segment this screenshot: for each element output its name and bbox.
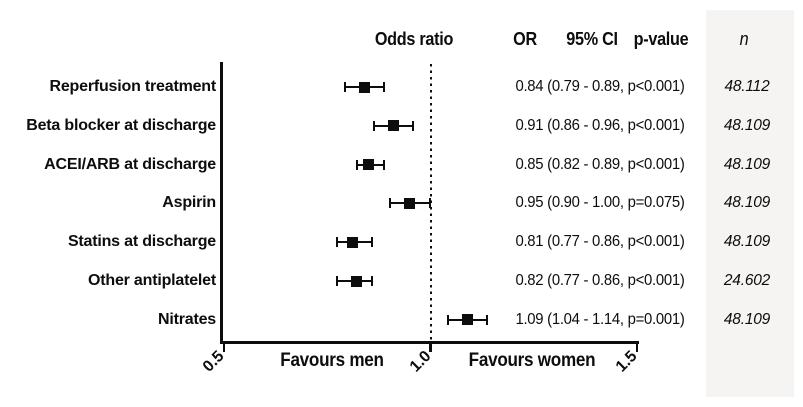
or-marker <box>363 159 375 171</box>
axis-tick-label: 1.5 <box>612 347 641 376</box>
row-n: 48.109 <box>723 194 771 212</box>
ci-cap-right <box>370 276 373 286</box>
favours-women-label: Favours women <box>468 350 596 371</box>
axis-tick-label: 1.0 <box>406 347 435 376</box>
axis-tick <box>222 344 226 352</box>
ci-cap-right <box>411 120 414 131</box>
row-label: Other antiplatelet <box>88 272 216 289</box>
row-n: 48.109 <box>723 116 771 134</box>
row-label: Statins at discharge <box>67 233 216 251</box>
row-n: 48.112 <box>724 78 770 95</box>
ci-cap-right <box>428 198 431 209</box>
row-stats: 1.09 (1.04 - 1.14, p=0.001) <box>515 310 685 328</box>
favours-men-label: Favours men <box>280 350 384 371</box>
row-stats: 0.91 (0.86 - 0.96, p<0.001) <box>515 116 685 134</box>
row-label: Aspirin <box>162 194 216 212</box>
or-marker <box>462 314 474 326</box>
ci-cap-left <box>356 159 359 170</box>
ci-cap-left <box>343 82 346 92</box>
ci-cap-left <box>335 237 338 248</box>
row-stats: 0.95 (0.90 - 1.00, p=0.075) <box>515 194 685 212</box>
or-marker <box>387 120 399 132</box>
ci-cap-left <box>335 276 338 286</box>
row-label: Nitrates <box>158 310 216 328</box>
x-axis-line <box>220 341 639 344</box>
row-label: Beta blocker at discharge <box>26 116 216 134</box>
or-marker <box>350 275 362 287</box>
ci-cap-right <box>383 82 386 92</box>
row-n: 48.109 <box>723 155 771 173</box>
axis-tick <box>635 344 639 352</box>
ci-cap-right <box>486 314 489 325</box>
row-stats: 0.82 (0.77 - 0.86, p<0.001) <box>515 272 685 289</box>
row-stats: 0.85 (0.82 - 0.89, p<0.001) <box>515 155 685 173</box>
or-marker <box>404 197 416 209</box>
or-marker <box>346 236 358 248</box>
y-axis-line <box>220 62 223 343</box>
column-header-n: n <box>739 29 749 49</box>
row-n: 48.109 <box>723 233 771 251</box>
row-label: Reperfusion treatment <box>49 78 217 95</box>
ci-cap-left <box>372 120 375 131</box>
column-header-ci: 95% CI <box>566 29 618 49</box>
column-header-pvalue: p-value <box>633 29 689 49</box>
or-marker <box>358 81 370 93</box>
n-column-panel <box>706 10 794 397</box>
ci-cap-right <box>370 237 373 248</box>
ci-cap-left <box>447 314 450 325</box>
row-label: ACEI/ARB at discharge <box>44 155 216 173</box>
ci-cap-left <box>389 198 392 209</box>
row-n: 24.602 <box>723 272 771 289</box>
row-stats: 0.81 (0.77 - 0.86, p<0.001) <box>515 233 685 251</box>
axis-tick <box>429 344 432 352</box>
chart-title: Odds ratio <box>374 29 454 49</box>
reference-line-dotted <box>429 64 432 342</box>
column-header-or: OR <box>513 29 537 49</box>
ci-cap-right <box>383 159 386 170</box>
row-stats: 0.84 (0.79 - 0.89, p<0.001) <box>515 78 685 95</box>
axis-tick-label: 0.5 <box>199 347 228 376</box>
row-n: 48.109 <box>723 310 771 328</box>
